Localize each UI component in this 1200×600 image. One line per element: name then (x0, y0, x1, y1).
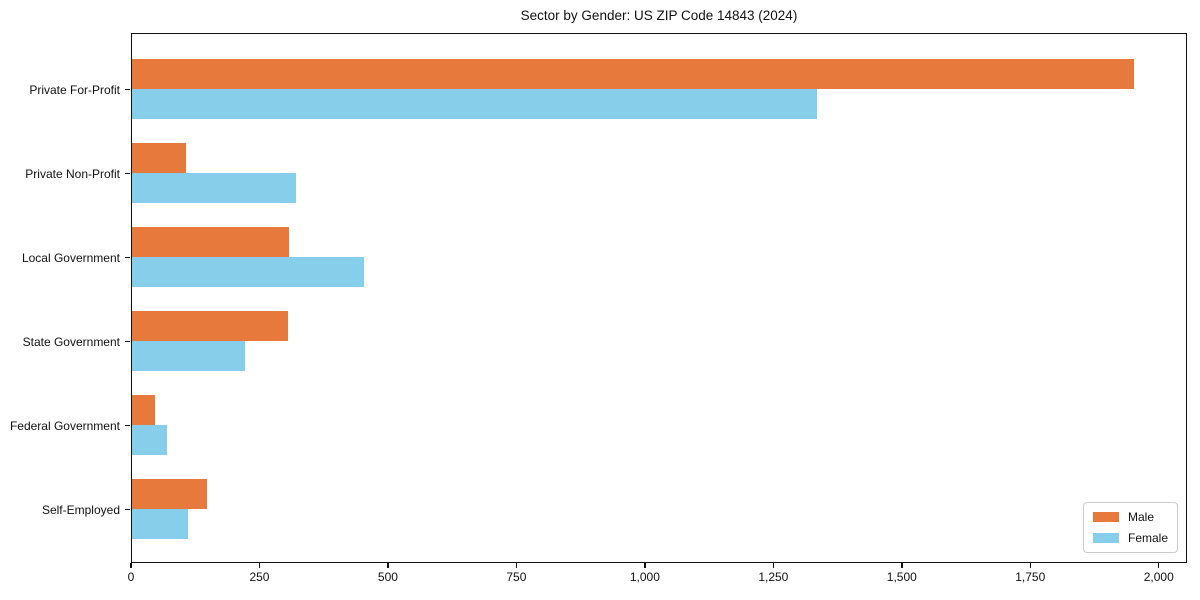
x-tick-mark-500 (387, 563, 389, 568)
bar-female-private-for-profit (132, 89, 817, 119)
female-color-swatch (1092, 533, 1119, 543)
x-tick-label-0: 0 (127, 570, 135, 584)
x-tick-label-500: 500 (377, 570, 398, 584)
y-tick-label-self-employed: Self-Employed (41, 502, 120, 517)
y-tick-label-federal-government: Federal Government (9, 418, 120, 433)
y-tick-label-local-government: Local Government (21, 250, 120, 265)
bar-male-federal-government (132, 395, 156, 425)
bar-female-private-non-profit (132, 173, 297, 203)
x-tick-mark-1500 (901, 563, 903, 568)
y-tick-label-private-non-profit: Private Non-Profit (25, 166, 120, 181)
bar-male-self-employed (132, 479, 207, 509)
legend: Male Female (1082, 502, 1178, 553)
y-tick-mark-private-non-profit (125, 172, 130, 175)
y-tick-mark-federal-government (125, 424, 130, 427)
bar-male-state-government (132, 311, 288, 341)
x-tick-mark-0 (130, 563, 132, 568)
y-tick-mark-state-government (125, 340, 130, 343)
x-tick-label-250: 250 (249, 570, 270, 584)
x-tick-label-2000: 2,000 (1143, 570, 1174, 584)
legend-item-female: Female (1092, 531, 1168, 545)
bar-female-state-government (132, 341, 245, 371)
y-tick-label-private-for-profit: Private For-Profit (29, 82, 120, 97)
x-tick-mark-1750 (1029, 563, 1032, 568)
legend-label-male: Male (1127, 510, 1154, 524)
x-tick-label-1500: 1,500 (886, 570, 917, 584)
bar-male-private-non-profit (132, 143, 186, 173)
y-tick-mark-self-employed (125, 508, 130, 511)
y-axis-labels: Private For-Profit Private Non-Profit Loca… (0, 0, 120, 600)
x-tick-mark-1250 (772, 563, 775, 568)
bar-male-local-government (132, 227, 289, 257)
male-color-swatch (1092, 512, 1119, 522)
y-tick-label-state-government: State Government (22, 334, 120, 349)
x-tick-label-750: 750 (506, 570, 527, 584)
x-tick-mark-2000 (1157, 563, 1160, 568)
legend-label-female: Female (1127, 531, 1168, 545)
bar-female-self-employed (132, 509, 188, 539)
x-tick-mark-250 (258, 563, 261, 568)
chart-title: Sector by Gender: US ZIP Code 14843 (202… (520, 8, 798, 23)
x-tick-mark-750 (515, 563, 518, 568)
y-tick-mark-local-government (125, 256, 130, 259)
x-tick-label-1750: 1,750 (1015, 570, 1046, 584)
x-tick-label-1250: 1,250 (758, 570, 789, 584)
y-tick-mark-private-for-profit (125, 88, 130, 91)
x-tick-mark-1000 (644, 563, 646, 568)
bar-female-local-government (132, 257, 364, 287)
plot-area: Male Female (131, 33, 1187, 563)
legend-item-male: Male (1092, 510, 1168, 524)
bar-female-federal-government (132, 425, 167, 455)
x-tick-label-1000: 1,000 (629, 570, 660, 584)
bar-male-private-for-profit (132, 59, 1134, 89)
